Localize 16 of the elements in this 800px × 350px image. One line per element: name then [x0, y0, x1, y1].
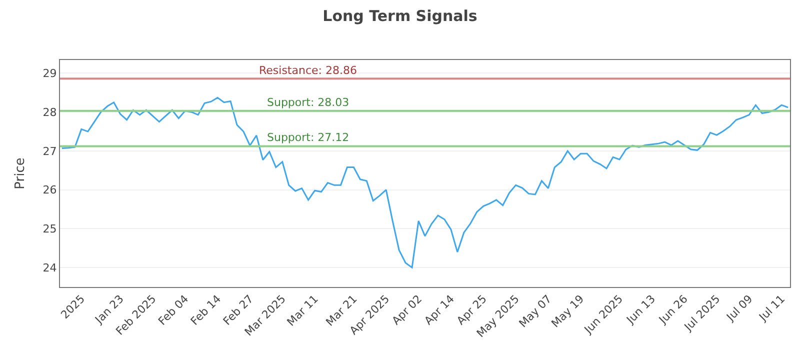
y-tick-label: 28	[42, 106, 57, 119]
x-tick-label: Mar 11	[284, 292, 321, 329]
ref-line-label: Support: 27.12	[267, 131, 350, 144]
ref-line-label: Support: 28.03	[267, 96, 350, 109]
y-tick-label: 25	[42, 222, 57, 236]
y-tick-label: 26	[42, 184, 57, 197]
y-tick-label: 24	[42, 261, 57, 274]
ref-line-label: Resistance: 28.86	[259, 64, 357, 77]
y-tick-label: 27	[42, 144, 57, 158]
y-tick-label: 29	[42, 67, 57, 80]
x-tick-label: Jul 11	[756, 292, 788, 324]
chart-title: Long Term Signals	[322, 7, 478, 25]
x-tick-label: Jul 09	[724, 292, 756, 324]
line-series	[61, 96, 789, 268]
y-axis-title: Price	[13, 158, 28, 190]
x-tick-label: Jun 13	[623, 292, 658, 327]
